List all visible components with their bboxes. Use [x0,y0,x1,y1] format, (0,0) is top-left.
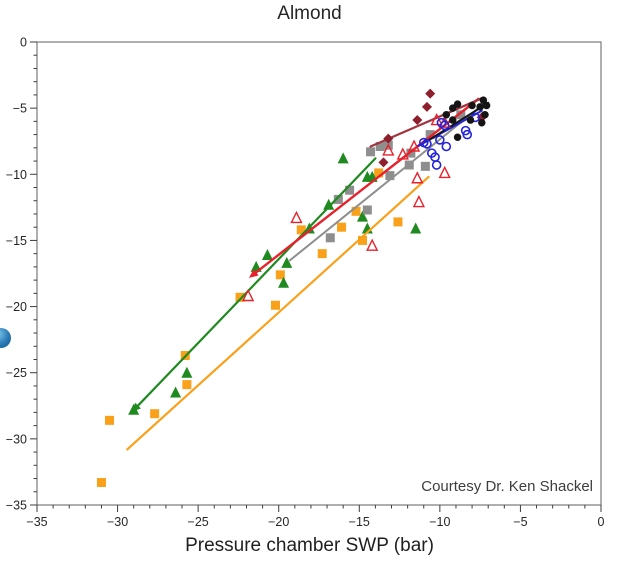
marker-orange-squares [182,380,192,390]
x-tick-label: −35 [26,515,47,529]
marker-green-triangles [170,386,182,398]
marker-red-open-triangles [241,288,255,302]
marker-gray-squares [375,142,385,152]
x-tick-label: −15 [349,515,370,529]
marker-black-circles [468,101,476,110]
plot-frame [36,41,602,506]
marker-gray-squares [362,205,372,215]
marker-orange-squares [296,225,306,235]
marker-gray-squares [420,161,430,171]
marker-orange-squares [275,270,285,280]
blue-sphere-decoration [0,328,11,348]
marker-blue-open-circles [422,139,432,149]
x-tick-label: −10 [429,515,450,529]
marker-darkred-diamonds [378,157,389,168]
x-tick-label: −30 [107,515,128,529]
marker-green-triangles [278,276,290,288]
marker-darkred-diamonds [425,88,436,99]
marker-gray-squares [345,185,355,195]
trend-line-green-triangles [134,157,377,410]
marker-red-open-triangles [438,165,451,179]
marker-darkred-diamonds [421,101,432,112]
marker-black-circles [448,116,457,124]
marker-gray-squares [325,233,335,243]
marker-black-circles [479,96,488,104]
x-tick-label: −5 [513,515,527,529]
marker-orange-squares [374,168,384,178]
marker-blue-open-circles [426,148,437,158]
marker-gray-squares [385,171,395,181]
marker-orange-squares [393,217,403,227]
marker-green-triangles [410,222,422,234]
marker-blue-open-circles [460,125,471,136]
marker-orange-squares [317,249,327,259]
y-tick-label: −35 [6,499,27,513]
marker-red-open-triangles [396,147,409,160]
y-tick-label: 0 [20,36,27,50]
marker-blue-open-circles [431,160,442,170]
marker-black-circles [453,100,462,108]
marker-orange-squares [270,300,280,310]
marker-green-triangles [323,198,335,210]
x-tick-label: −20 [268,515,289,529]
marker-orange-squares [337,222,347,232]
y-tick-label: −30 [6,432,27,446]
marker-red-open-triangles [382,143,395,156]
trend-line-gray-squares [288,108,478,262]
marker-black-circles [442,111,451,119]
marker-red-open-triangles [411,171,424,184]
marker-orange-squares [351,206,361,216]
marker-black-circles [476,103,484,111]
marker-black-circles [478,118,486,127]
x-tick-label: −25 [188,515,209,529]
y-tick-label: −15 [6,234,27,248]
trend-arrow-green-triangles [131,402,141,413]
marker-black-circles [453,133,462,141]
marker-gray-squares [456,110,466,120]
marker-green-triangles [261,248,273,260]
marker-orange-squares [105,415,115,425]
marker-darkred-diamonds [412,115,423,126]
marker-gray-squares [425,130,435,140]
marker-green-triangles [337,152,349,164]
marker-black-circles [481,111,489,119]
marker-red-open-triangles [366,238,379,251]
marker-gray-squares [333,194,343,204]
marker-green-triangles [181,366,193,378]
marker-red-open-triangles [412,195,426,208]
marker-orange-squares [235,292,245,302]
marker-red-open-triangles [290,210,303,224]
trend-arrow-red-open-triangles [248,269,259,278]
marker-darkred-diamonds [383,133,394,144]
x-tick-label: 0 [598,515,605,529]
marker-blue-open-circles [436,117,447,128]
marker-orange-squares [96,478,106,488]
marker-black-circles [466,116,475,124]
trend-line-orange-squares [126,175,430,451]
marker-blue-open-circles [435,135,445,145]
x-axis-label: Pressure chamber SWP (bar) [185,535,434,556]
marker-red-open-triangles [407,139,421,152]
y-tick-label: −10 [6,168,27,182]
marker-green-triangles [281,256,293,268]
marker-gray-squares [366,147,376,157]
marker-orange-squares [358,235,368,245]
marker-orange-squares [150,409,160,419]
chart-title: Almond [277,3,342,24]
y-tick-label: −20 [6,300,27,314]
courtesy-note: Courtesy Dr. Ken Shackel [417,477,597,497]
y-tick-label: −5 [13,102,27,116]
marker-blue-open-circles [441,141,452,152]
marker-green-triangles [357,210,369,222]
y-tick-label: −25 [6,366,27,380]
